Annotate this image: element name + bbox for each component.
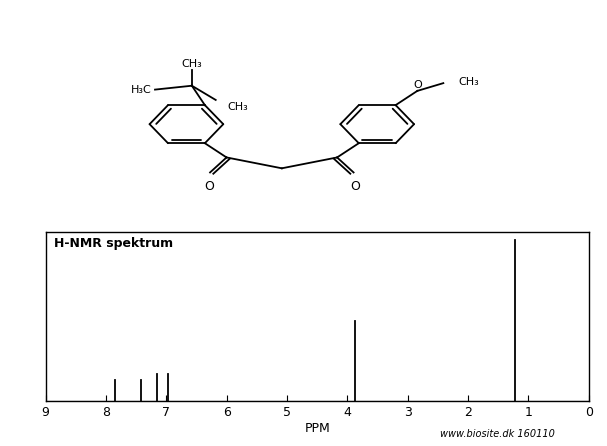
- Text: CH₃: CH₃: [181, 59, 202, 69]
- Text: CH₃: CH₃: [458, 77, 480, 87]
- Text: H₃C: H₃C: [131, 85, 152, 95]
- Text: O: O: [204, 180, 214, 193]
- Text: O: O: [350, 180, 360, 193]
- Text: CH₃: CH₃: [228, 102, 249, 112]
- Text: H-NMR spektrum: H-NMR spektrum: [53, 237, 173, 250]
- X-axis label: PPM: PPM: [304, 422, 330, 435]
- Text: O: O: [413, 80, 422, 90]
- Text: www.biosite.dk 160110: www.biosite.dk 160110: [440, 429, 555, 439]
